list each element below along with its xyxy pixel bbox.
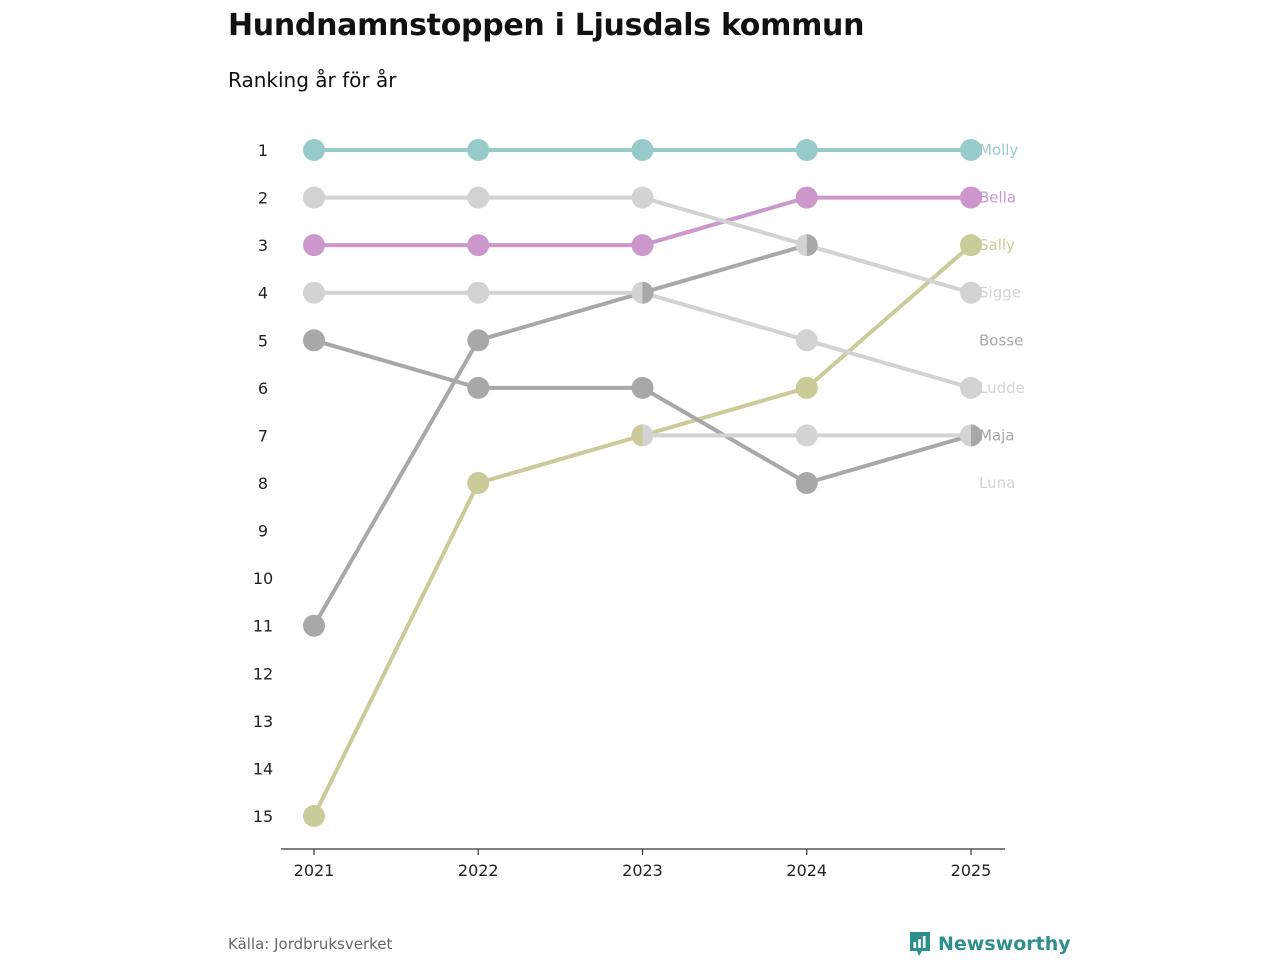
point-bosse-2022 — [467, 329, 490, 352]
point-molly-2023 — [631, 139, 654, 161]
point-molly-2022 — [467, 139, 490, 161]
series-line-ludde — [312, 290, 973, 390]
point-maja-2021 — [303, 329, 325, 352]
point-luna-2023 — [642, 424, 654, 447]
point-sally-2025 — [960, 234, 982, 257]
end-label-ludde: Ludde — [979, 379, 1025, 397]
point-bosse-2021 — [303, 614, 325, 637]
newsworthy-logo: Newsworthy — [908, 930, 1071, 958]
end-label-sigge: Sigge — [979, 284, 1021, 302]
chart-subtitle: Ranking år för år — [228, 68, 397, 92]
end-label-maja: Maja — [979, 426, 1015, 444]
point-ludde-2022 — [467, 281, 490, 304]
end-label-luna: Luna — [979, 474, 1015, 492]
chart-title: Hundnamnstoppen i Ljusdals kommun — [228, 8, 865, 43]
series-line-sally — [312, 243, 973, 818]
end-label-sally: Sally — [979, 236, 1015, 254]
y-tick-label: 12 — [253, 664, 273, 683]
point-sally-2024 — [795, 376, 818, 399]
point-sigge-2023 — [631, 186, 654, 209]
point-bosse-2024 — [806, 234, 818, 257]
y-tick-label: 11 — [253, 617, 273, 636]
point-ludde-2021 — [303, 281, 325, 304]
end-label-bella: Bella — [979, 189, 1016, 207]
x-tick-label: 2024 — [786, 861, 827, 880]
y-tick-label: 10 — [253, 569, 273, 588]
point-sally-2023 — [631, 424, 643, 447]
x-tick-label: 2022 — [458, 861, 499, 880]
point-molly-2021 — [303, 139, 325, 161]
point-bella-2025 — [960, 186, 982, 209]
x-tick-label: 2021 — [294, 861, 335, 880]
y-tick-label: 9 — [258, 522, 268, 541]
point-bella-2023 — [631, 234, 654, 257]
y-tick-label: 13 — [253, 712, 273, 731]
end-label-molly: Molly — [979, 141, 1018, 159]
x-axis-ticks: 2021 2022 2023 2024 2025 — [294, 849, 992, 880]
point-molly-2025 — [960, 139, 982, 161]
y-tick-label: 6 — [258, 379, 268, 398]
point-maja-2023 — [631, 376, 654, 399]
y-tick-label: 3 — [258, 236, 268, 255]
y-tick-label: 4 — [258, 284, 268, 303]
point-ludde-2025 — [960, 376, 982, 399]
x-tick-label: 2025 — [951, 861, 992, 880]
point-sigge-2025 — [960, 281, 982, 304]
series-end-labels: Molly Bella Sally Sigge Bosse Ludde Maja Luna — [979, 141, 1025, 492]
point-bella-2021 — [303, 234, 325, 257]
series-line-maja — [312, 338, 973, 485]
y-tick-label: 1 — [258, 141, 268, 160]
point-bosse-2023 — [642, 281, 654, 304]
series-points — [303, 139, 982, 827]
y-tick-label: 2 — [258, 189, 268, 208]
y-tick-label: 8 — [258, 474, 268, 493]
point-maja-2022 — [467, 376, 490, 399]
point-luna-2024 — [795, 424, 818, 447]
series-line-bosse — [312, 243, 809, 628]
y-tick-label: 14 — [253, 759, 273, 778]
brand-name: Newsworthy — [938, 933, 1071, 955]
y-tick-label: 15 — [253, 807, 273, 826]
point-sally-2021 — [303, 805, 325, 827]
point-sally-2022 — [467, 472, 490, 494]
point-sigge-2021 — [303, 186, 325, 209]
point-maja-2024 — [795, 472, 818, 494]
point-bella-2024 — [795, 186, 818, 209]
point-sigge-2024 — [795, 234, 807, 257]
point-molly-2024 — [795, 139, 818, 161]
point-luna-2025 — [960, 424, 971, 447]
point-bella-2022 — [467, 234, 490, 257]
point-maja-2025 — [971, 424, 982, 447]
source-note: Källa: Jordbruksverket — [228, 935, 393, 953]
end-label-bosse: Bosse — [979, 331, 1023, 349]
point-ludde-2023 — [631, 281, 643, 304]
point-sigge-2022 — [467, 186, 490, 209]
x-tick-label: 2023 — [622, 861, 663, 880]
y-tick-label: 5 — [258, 331, 268, 350]
bar-chart-icon — [910, 932, 930, 956]
y-tick-label: 7 — [258, 426, 268, 445]
point-ludde-2024 — [795, 329, 818, 352]
